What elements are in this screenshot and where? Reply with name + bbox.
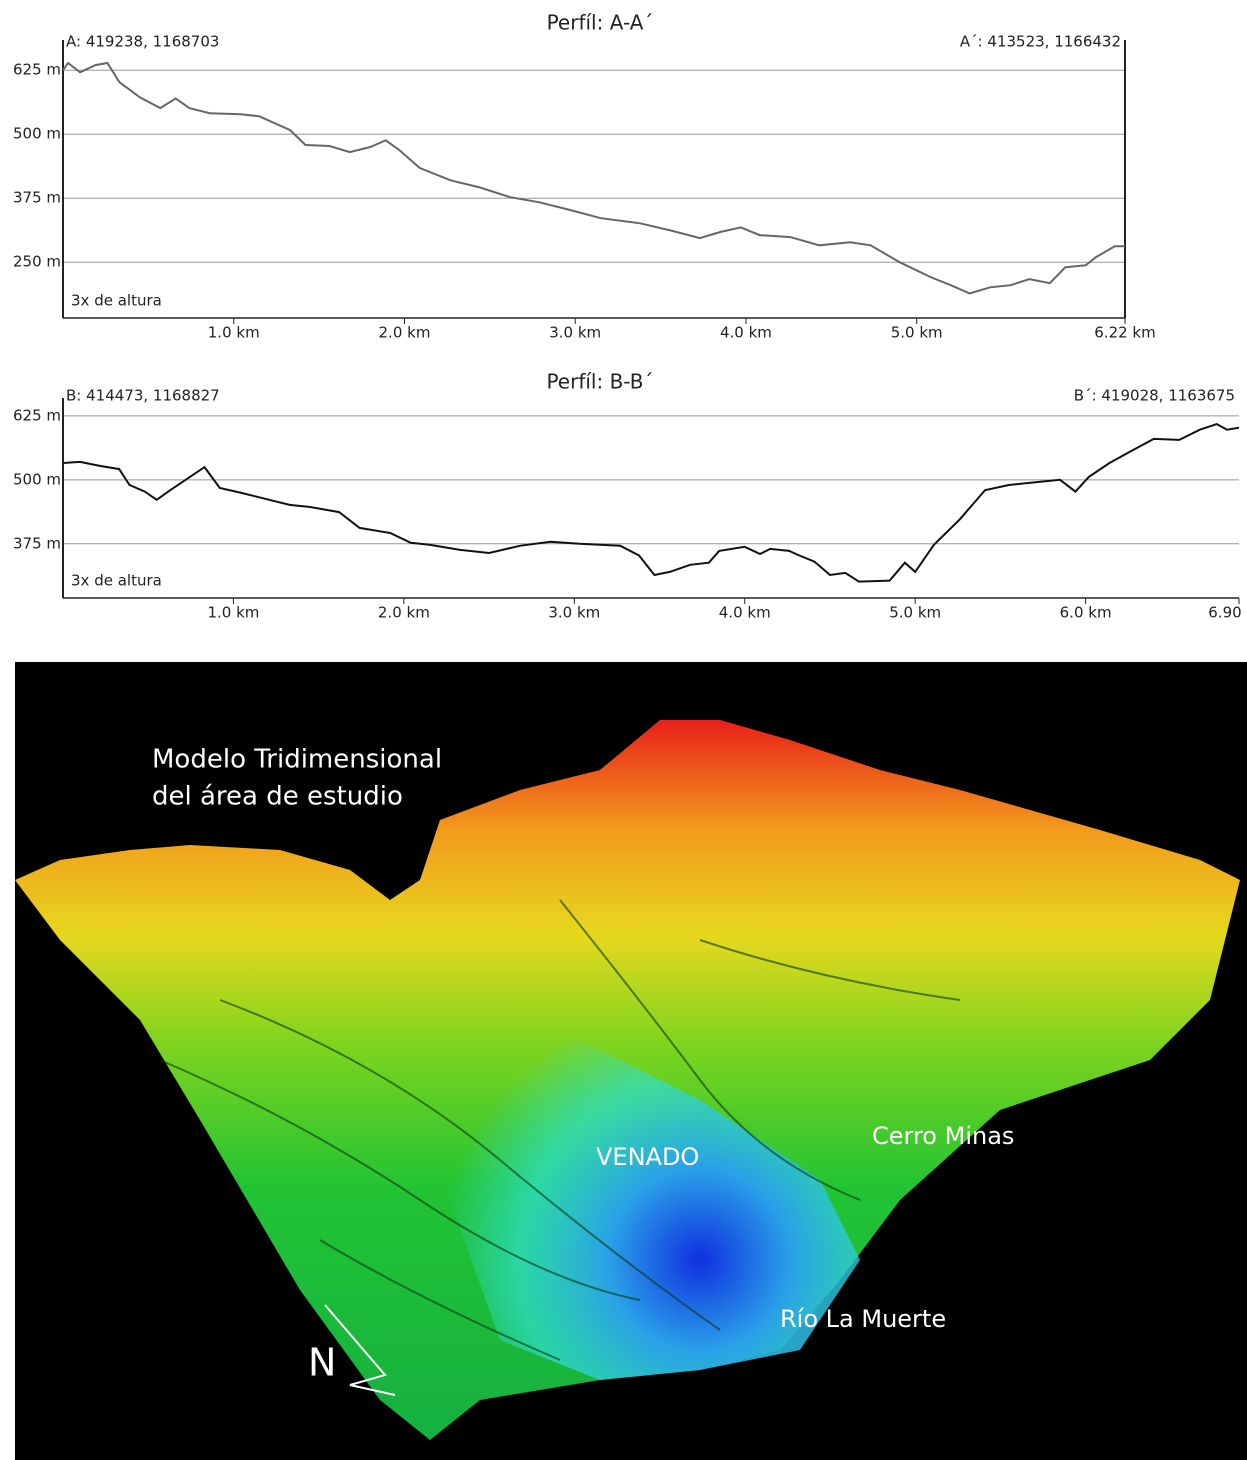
y-tick-label: 625 m: [13, 61, 61, 79]
x-tick-label: 4.0 km: [719, 604, 771, 622]
y-tick-label: 375 m: [13, 534, 61, 552]
north-label: N: [308, 1341, 336, 1385]
chart-title: Perfíl: A-A´: [547, 11, 654, 35]
y-tick-label: 375 m: [13, 189, 61, 207]
x-tick-label: 1.0 km: [208, 324, 260, 342]
x-tick-label: 5.0 km: [891, 324, 943, 342]
annotation: 3x de altura: [71, 572, 162, 590]
profile-line: [63, 63, 1125, 293]
x-tick-label: 6.22 km: [1094, 324, 1155, 342]
x-tick-label: 3.0 km: [548, 604, 600, 622]
figure: Modelo Tridimensional del área de estudi…: [0, 0, 1247, 1460]
x-tick-label: 6.0 km: [1060, 604, 1112, 622]
place-label: VENADO: [596, 1143, 699, 1171]
x-tick-label: 3.0 km: [549, 324, 601, 342]
profile-line: [63, 424, 1239, 581]
x-tick-label: 5.0 km: [889, 604, 941, 622]
y-tick-label: 500 m: [13, 470, 61, 488]
corner-label: A: 419238, 1168703: [66, 33, 219, 51]
y-tick-label: 625 m: [13, 406, 61, 424]
annotation: 3x de altura: [71, 292, 162, 310]
y-tick-label: 500 m: [13, 125, 61, 143]
x-tick-label: 2.0 km: [379, 324, 431, 342]
model-title: del área de estudio: [152, 782, 403, 812]
model-title: Modelo Tridimensional: [152, 745, 442, 775]
place-label: Río La Muerte: [780, 1305, 946, 1333]
x-tick-label: 4.0 km: [720, 324, 772, 342]
chart-title: Perfíl: B-B´: [546, 370, 653, 394]
corner-label: B´: 419028, 1163675: [1074, 387, 1235, 405]
corner-label: A´: 413523, 1166432: [960, 33, 1121, 51]
x-tick-label: 6.90 km: [1208, 604, 1247, 622]
y-tick-label: 250 m: [13, 253, 61, 271]
corner-label: B: 414473, 1168827: [66, 387, 220, 405]
x-tick-label: 1.0 km: [207, 604, 259, 622]
x-tick-label: 2.0 km: [378, 604, 430, 622]
place-label: Cerro Minas: [872, 1122, 1014, 1150]
